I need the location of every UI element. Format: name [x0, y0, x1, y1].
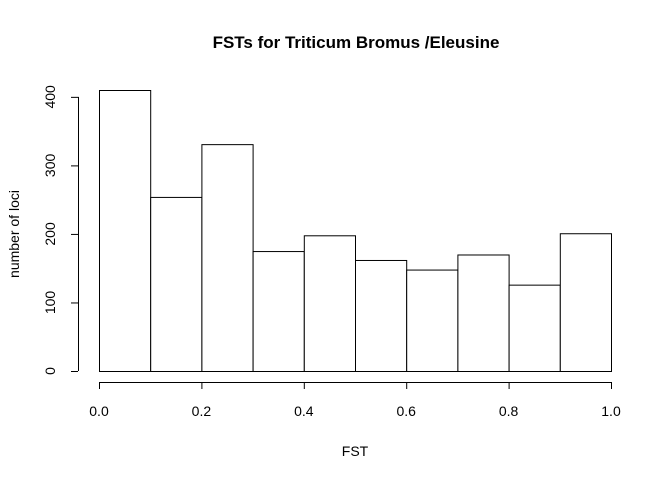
y-tick-label: 300	[42, 153, 58, 177]
histogram-bar	[252, 251, 305, 372]
y-tick-label: 400	[42, 85, 58, 109]
x-tick-label: 1.0	[601, 403, 621, 419]
y-axis: 0 100 200 300 400	[42, 85, 79, 375]
histogram-bar	[559, 233, 612, 372]
histogram-bar	[508, 284, 561, 372]
histogram-bar	[99, 90, 152, 372]
x-tick-label: 0.2	[192, 403, 212, 419]
chart-title: FSTs for Triticum Bromus /Eleusine	[213, 33, 500, 52]
bars-group	[99, 90, 612, 372]
x-tick-label: 0.4	[294, 403, 314, 419]
histogram-bar	[150, 196, 203, 372]
y-tick-label: 200	[42, 222, 58, 246]
x-axis: 0.0 0.2 0.4 0.6 0.8 1.0	[89, 382, 621, 419]
histogram-bar	[303, 235, 356, 372]
x-axis-label: FST	[342, 443, 369, 459]
x-tick-label: 0.0	[89, 403, 109, 419]
histogram-bar	[201, 144, 254, 372]
x-tick-label: 0.8	[499, 403, 519, 419]
histogram-bar	[457, 254, 510, 372]
y-axis-label: number of loci	[6, 190, 22, 278]
histogram-bar	[355, 259, 408, 372]
histogram-bar	[406, 269, 459, 372]
y-tick-label: 100	[42, 291, 58, 315]
y-tick-label: 0	[42, 367, 58, 375]
x-tick-label: 0.6	[396, 403, 416, 419]
